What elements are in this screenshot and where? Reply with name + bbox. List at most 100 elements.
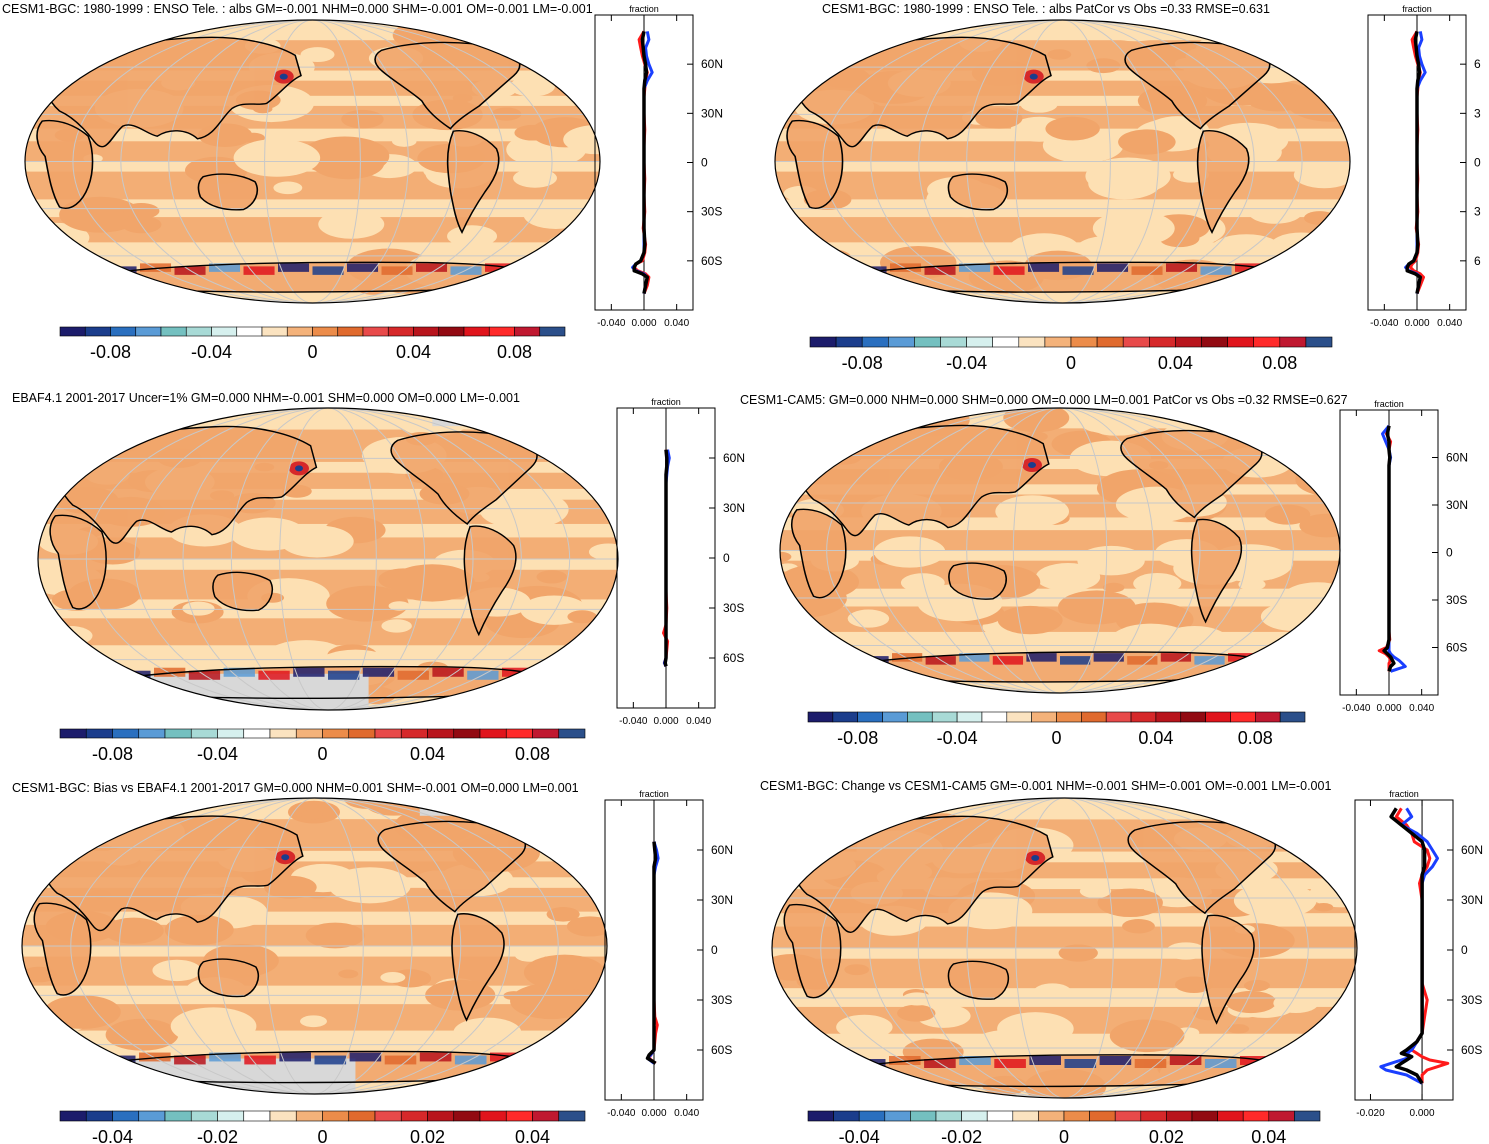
southern-ocean-anomaly <box>68 1052 101 1062</box>
colorbar-swatch <box>164 1110 192 1122</box>
map-border <box>774 19 1351 304</box>
colorbar-swatch <box>135 326 162 337</box>
colorbar-swatch <box>312 326 339 337</box>
colorbar-swatch <box>807 711 834 723</box>
panel-6: CESM1-BGC: Change vs CESM1-CAM5 GM=-0.00… <box>760 779 1483 1144</box>
colorbar-tick-label: -0.04 <box>946 353 987 373</box>
graticule-meridian <box>918 20 1207 303</box>
profile-label: fraction <box>1389 789 1419 799</box>
x-tick-label: 0.000 <box>1376 703 1401 714</box>
southern-ocean-anomaly <box>889 1056 921 1065</box>
anomaly-hotspot <box>281 854 290 861</box>
colorbar-swatch <box>138 1110 166 1122</box>
panel-title: CESM1-CAM5: GM=0.000 NHM=0.000 SHM=0.000… <box>740 393 1348 407</box>
anomaly-patch <box>53 425 124 456</box>
colorbar-tick-label: 0.02 <box>1149 1127 1184 1144</box>
anomaly-patch <box>1092 210 1175 247</box>
anomaly-patch <box>1313 903 1334 912</box>
anomaly-patch <box>1238 20 1312 49</box>
anomaly-patch <box>252 104 273 114</box>
southern-ocean-anomaly <box>278 263 310 272</box>
colorbar-swatch <box>1070 336 1098 348</box>
southern-ocean-anomaly <box>416 263 448 272</box>
colorbar-swatch <box>833 1110 860 1122</box>
colorbar-tick-label: 0.04 <box>410 744 445 764</box>
anomaly-patch <box>392 136 417 147</box>
colorbar-tick-label: 0 <box>317 1127 327 1144</box>
anomaly-patch <box>1097 888 1163 918</box>
anomaly-patch <box>97 429 121 441</box>
anomaly-patch <box>510 983 593 1020</box>
southern-ocean-anomaly <box>1097 263 1129 272</box>
anomaly-patch <box>997 605 1063 635</box>
y-tick-label: 30S <box>723 601 744 615</box>
colorbar-tick-label: 0 <box>1066 353 1076 373</box>
colorbar-swatch <box>85 728 113 739</box>
anomaly-patch <box>546 907 580 922</box>
anomaly-patch <box>1133 572 1182 595</box>
map <box>21 797 608 1095</box>
anomaly-patch <box>802 424 852 447</box>
southern-ocean-anomaly <box>525 1055 557 1065</box>
y-tick-label: 60N <box>1446 451 1468 465</box>
profile-label: fraction <box>629 4 659 14</box>
colorbar-tick-label: 0.04 <box>1251 1127 1286 1144</box>
colorbar-swatch <box>558 728 586 739</box>
graticule-meridian <box>85 408 571 710</box>
anomaly-patch <box>1299 513 1340 538</box>
map-body <box>25 20 600 303</box>
y-tick-label: 60S <box>1446 641 1467 655</box>
anomaly-patch <box>815 431 837 442</box>
anomaly-patch <box>104 917 164 944</box>
profile-series-black <box>645 841 658 1065</box>
anomaly-patch <box>513 168 557 188</box>
y-tick-label: 60N <box>723 451 745 465</box>
anomaly-patch <box>40 655 68 668</box>
anomaly-patch <box>1174 976 1213 993</box>
y-tick-label: 30N <box>723 501 745 515</box>
anomaly-patch <box>105 1018 179 1051</box>
anomaly-patch <box>38 638 88 676</box>
southern-ocean-anomaly <box>1028 263 1060 272</box>
anomaly-patch <box>273 181 303 195</box>
anomaly-patch <box>170 1007 257 1045</box>
colorbar-swatch <box>1230 711 1256 723</box>
anomaly-patch <box>1057 590 1136 625</box>
southern-ocean-anomaly <box>312 266 344 275</box>
zonal-profile: fraction -0.040 0.000 0.040 60N 30N 0 30S 60S <box>594 4 723 329</box>
map-body <box>780 408 1340 693</box>
colorbar-swatch <box>887 336 915 348</box>
panel-title: CESM1-BGC: 1980-1999 : ENSO Tele. : albs… <box>822 2 1270 16</box>
profile-series-black <box>1405 31 1423 294</box>
southern-ocean-anomaly <box>279 1052 311 1062</box>
southern-ocean-anomaly <box>490 1052 522 1062</box>
anomaly-patch <box>300 136 390 176</box>
colorbar-swatch <box>217 728 245 739</box>
colorbar-swatch <box>1201 336 1228 348</box>
colorbar-swatch <box>809 336 837 348</box>
anomaly-patch <box>305 922 365 949</box>
anomaly-patch <box>847 609 890 628</box>
profile-series-blue <box>1381 424 1407 673</box>
graticule-meridian <box>872 408 1248 693</box>
colorbar-swatch <box>322 1110 350 1122</box>
southern-ocean-anomaly <box>1240 1056 1272 1065</box>
colorbar-swatch <box>1056 711 1082 723</box>
southern-ocean-anomaly <box>1099 1056 1132 1065</box>
colorbar: -0.08 -0.04 0 0.04 0.08 <box>59 326 566 362</box>
colorbar-tick-label: -0.04 <box>191 342 232 362</box>
anomaly-patch <box>1295 462 1340 497</box>
southern-ocean-anomaly <box>84 667 116 677</box>
colorbar-swatch <box>832 711 858 723</box>
anomaly-patch <box>1259 43 1300 62</box>
anomaly-patch <box>995 495 1070 528</box>
colorbar-swatch <box>981 711 1008 723</box>
graticule-meridian <box>182 408 474 710</box>
colorbar-swatch <box>1255 711 1281 723</box>
colorbar-swatch <box>1089 1110 1116 1122</box>
graticule-meridian <box>1015 798 1114 1098</box>
colorbar-swatch <box>362 326 389 337</box>
graticule-meridian <box>264 20 361 303</box>
colorbar-swatch <box>112 728 140 739</box>
anomaly-patch <box>1293 161 1350 189</box>
